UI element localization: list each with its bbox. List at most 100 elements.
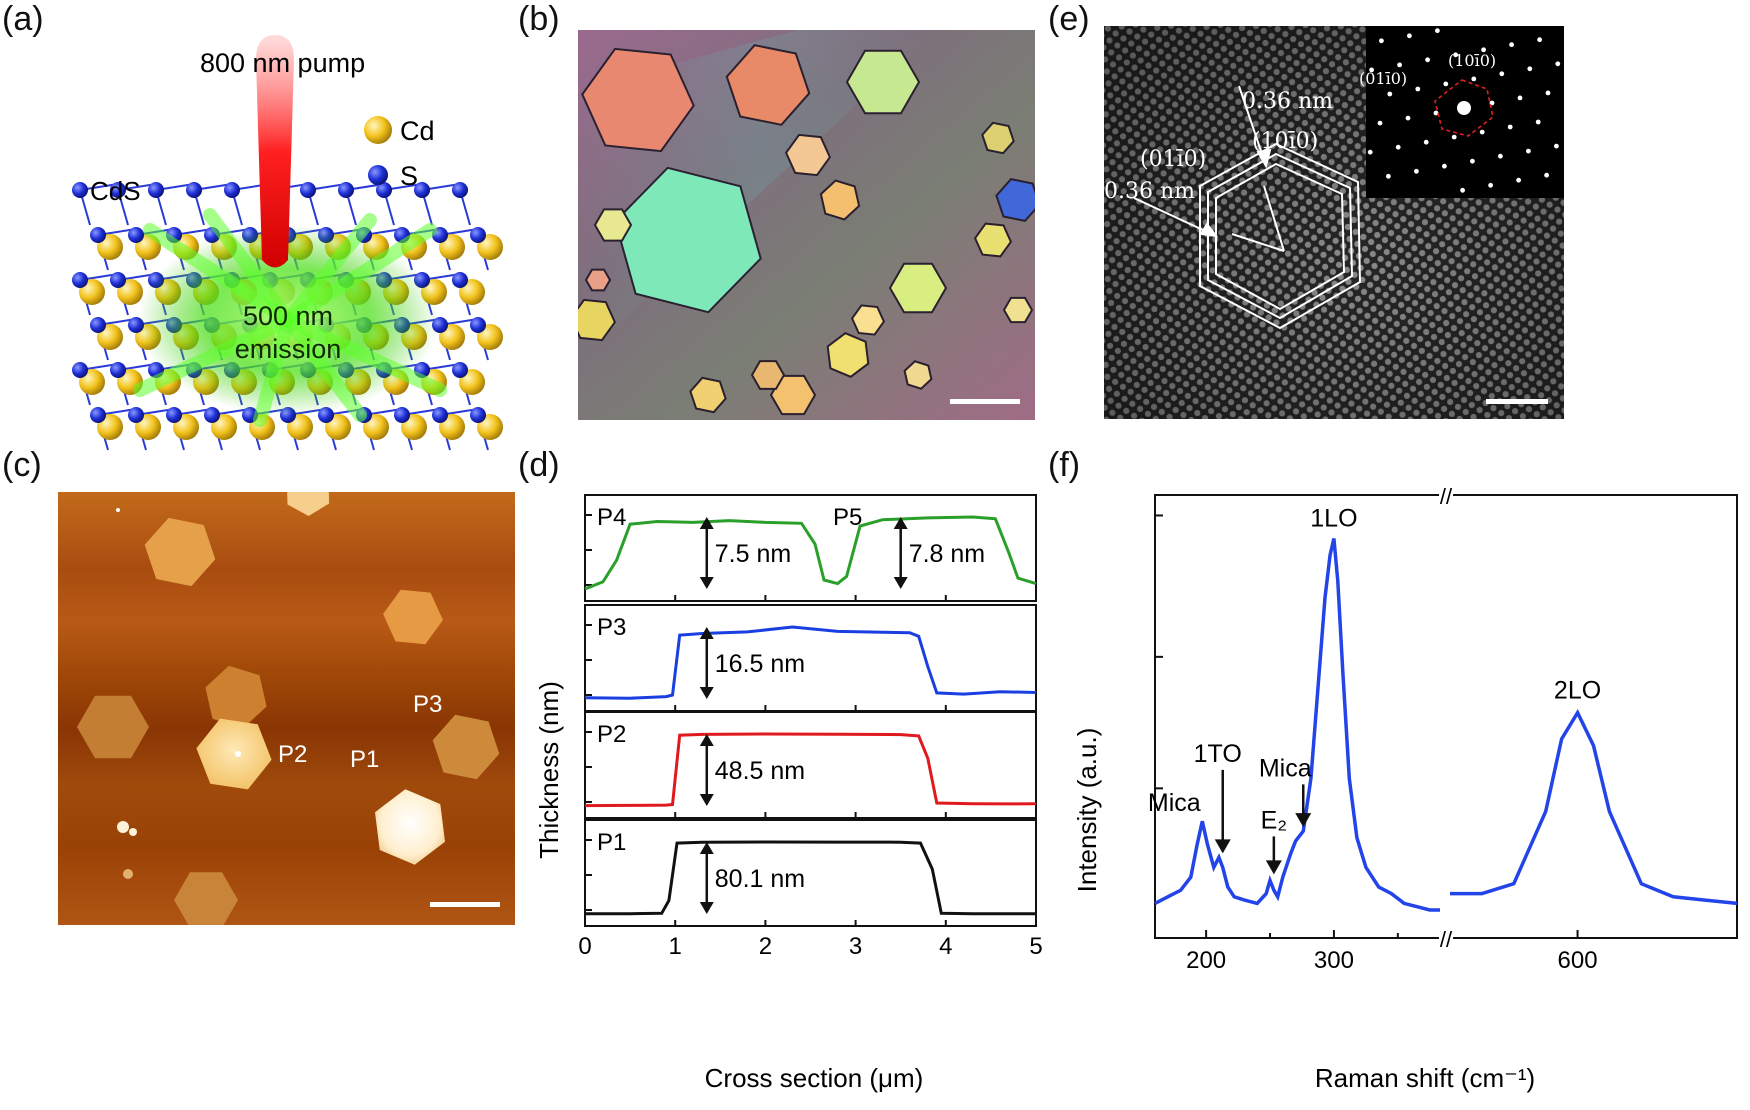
afm-flake [174, 872, 238, 925]
diffraction-spot [1405, 115, 1411, 121]
emission-label-1: 500 nm [243, 301, 333, 331]
inset-plane-right: (10ī0) [1448, 51, 1496, 70]
afm-label-p2: P2 [278, 741, 307, 768]
d-thickness-label: 80.1 nm [715, 865, 805, 893]
plane-top-label: (10ī0) [1252, 129, 1318, 154]
f-xtick-label: 200 [1186, 947, 1226, 974]
d-thickness-label: 48.5 nm [715, 757, 805, 785]
diffraction-spot [1386, 173, 1391, 179]
cds-label: CdS [90, 176, 141, 206]
panel-a-schematic: 800 nm pump Cd S CdS 500 nm emission [72, 35, 503, 451]
d-thickness-label: 7.5 nm [715, 540, 791, 568]
d-series-label: P3 [597, 614, 626, 641]
d-subplot-frame [584, 711, 1037, 819]
d-xtick-label: 1 [669, 933, 682, 960]
s-atom [72, 272, 88, 288]
flake [888, 262, 948, 314]
s-atom [72, 182, 88, 198]
d-series-line-p1 [585, 840, 1036, 916]
afm-particle [123, 869, 133, 879]
flake [1002, 296, 1034, 324]
panel-label-b: (b) [518, 0, 560, 38]
pump-beam [256, 35, 294, 268]
s-atom [204, 407, 220, 423]
pump-label: 800 nm pump [200, 48, 365, 78]
d-xlabel: Cross section (μm) [705, 1063, 924, 1093]
diffraction-spot [1453, 52, 1458, 58]
flake [750, 360, 786, 390]
d-series-line-p3 [584, 625, 1037, 700]
diffraction-spot [1498, 153, 1503, 159]
s-atom [300, 182, 316, 198]
panel-c-afm: P3 P2 P1 [58, 492, 515, 925]
d-xtick-label: 0 [578, 933, 591, 960]
d-series-label: P5 [833, 504, 862, 531]
flake [578, 298, 617, 342]
panel-d-chart: P4 7.5 nm 7.8 nm P5 P3 16.5 nm P2 48.5 nm P1 80.1… [534, 494, 1043, 1093]
diffraction-spot [1451, 134, 1457, 140]
flake [689, 376, 727, 414]
cd-legend-marker [364, 116, 392, 144]
diffraction-spot [1507, 124, 1513, 130]
diffraction-spot [1460, 187, 1465, 193]
f-xtick-label: 600 [1558, 947, 1598, 974]
diffraction-spot [1535, 119, 1541, 125]
diffraction-spot [1442, 163, 1447, 169]
s-atom [470, 317, 486, 333]
diffraction-spot [1377, 120, 1383, 126]
spacing-left-label: 0.36 nm [1104, 179, 1195, 204]
plane-left-label: (01ī0) [1140, 147, 1206, 172]
diffraction-spot [1423, 139, 1429, 145]
d-series-label: P4 [597, 504, 626, 531]
flake [584, 268, 612, 292]
afm-label-p3: P3 [413, 691, 442, 718]
s-atom [432, 407, 448, 423]
afm-particle [117, 821, 129, 833]
inset-plane-left: (01ī0) [1359, 69, 1407, 88]
s-atom [470, 407, 486, 423]
s-atom [452, 182, 468, 198]
f-peak-label: Mica [1259, 754, 1312, 782]
s-atom [110, 362, 126, 378]
afm-flakes [77, 492, 500, 925]
diffraction-spot [1387, 91, 1393, 97]
s-legend-label: S [400, 161, 418, 191]
flake [826, 332, 870, 378]
diffraction-spot [1470, 158, 1475, 164]
emission-label-2: emission [235, 334, 342, 364]
d-xtick-label: 5 [1029, 933, 1042, 960]
d-subplot-frame [584, 494, 1037, 602]
f-peak-label: 1TO [1194, 740, 1242, 768]
diffraction-spot [1517, 95, 1523, 101]
panel-label-a: (a) [2, 0, 44, 38]
f-xtick-label: 300 [1314, 947, 1354, 974]
f-axis-break: // [1440, 927, 1453, 952]
diffraction-spot [1481, 47, 1486, 53]
flake [850, 304, 886, 336]
s-atom [452, 362, 468, 378]
diffraction-spot [1415, 86, 1421, 92]
s-atom [166, 407, 182, 423]
flake [903, 360, 933, 390]
diffraction-spot [1527, 66, 1533, 72]
flake [981, 121, 1015, 155]
scale-bar [950, 399, 1020, 404]
diffraction-spot [1425, 57, 1430, 63]
panel-b-micrograph [578, 30, 1035, 420]
f-peak-label: 1LO [1310, 504, 1357, 532]
diffraction-spot [1397, 62, 1402, 68]
afm-flake [196, 718, 272, 790]
s-atom [90, 227, 106, 243]
s-atom [128, 407, 144, 423]
afm-particle [129, 828, 137, 836]
d-ylabel: Thickness (nm) [534, 681, 564, 859]
diffraction-spot [1395, 144, 1401, 150]
d-series-label: P1 [597, 829, 626, 856]
afm-particle [116, 508, 120, 512]
afm-label-p1: P1 [350, 746, 379, 773]
f-peak-label: E₂ [1261, 806, 1287, 834]
s-atom [394, 407, 410, 423]
diffraction-spot [1443, 81, 1449, 87]
diffraction-spot [1555, 61, 1561, 67]
flake [784, 133, 832, 177]
